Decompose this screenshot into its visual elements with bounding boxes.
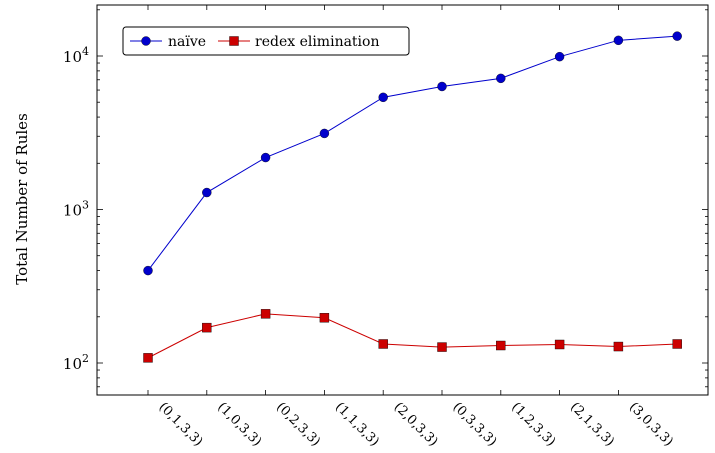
- data-point: [378, 92, 388, 103]
- series-layer: [143, 31, 682, 363]
- x-tick-label: (3,0,3,3): [626, 400, 676, 450]
- data-point: [260, 152, 271, 163]
- data-point: [143, 265, 153, 276]
- x-tick-label: (1,2,3,3): [508, 400, 558, 450]
- legend-box: [122, 26, 410, 56]
- series-1: [143, 309, 682, 363]
- data-point: [437, 81, 447, 92]
- data-point: [496, 73, 506, 84]
- data-point: [319, 128, 330, 139]
- legend: naïve redex elimination: [122, 26, 410, 56]
- series-0: [143, 31, 682, 276]
- series-line: [147, 35, 678, 271]
- x-tick-label: (2,1,3,3): [567, 400, 617, 450]
- series-line: [147, 313, 678, 359]
- x-tick-label: (1,1,3,3): [332, 400, 382, 450]
- data-point: [496, 340, 506, 351]
- legend-item: naïve: [130, 34, 206, 50]
- data-point: [378, 339, 388, 349]
- x-tick-label: (2,0,3,3): [391, 400, 441, 450]
- x-tick-label: (0,3,3,3): [450, 400, 500, 450]
- data-point: [437, 342, 447, 352]
- y-tick-base: 10: [63, 355, 82, 373]
- data-point: [143, 353, 153, 363]
- plot-frame: [96, 4, 709, 396]
- y-tick-base: 10: [63, 48, 82, 66]
- y-tick-label: 103: [63, 199, 89, 220]
- data-point: [554, 339, 565, 350]
- x-tick-label: (0,2,3,3): [273, 400, 323, 450]
- data-point: [202, 322, 212, 333]
- plot-area: [96, 4, 709, 396]
- x-tick-label: (1,0,3,3): [214, 400, 264, 450]
- data-point: [613, 341, 624, 352]
- x-tick-label: (0,1,3,3): [156, 400, 206, 450]
- data-point: [554, 51, 565, 62]
- y-tick-base: 10: [63, 202, 82, 220]
- legend-label: naïve: [168, 34, 206, 50]
- data-point: [202, 187, 212, 198]
- legend-label: redex elimination: [255, 34, 379, 50]
- legend-item: redex elimination: [218, 34, 379, 50]
- legend-marker: [141, 36, 151, 46]
- data-point: [319, 313, 330, 323]
- legend-marker: [229, 36, 239, 46]
- y-tick-label: 102: [63, 352, 89, 373]
- y-axis-title: Total Number of Rules: [13, 113, 31, 285]
- data-point: [672, 31, 682, 41]
- data-point: [260, 309, 271, 319]
- y-tick-exponent: 3: [82, 199, 89, 212]
- y-tick-exponent: 4: [82, 45, 89, 58]
- data-point: [672, 339, 682, 349]
- data-point: [613, 35, 624, 46]
- y-tick-label: 104: [63, 45, 89, 66]
- x-axis: (0,1,3,3) (1,0,3,3) (0,2,3,3) (1,1,3,3) (2,0…: [147, 5, 676, 450]
- y-tick-exponent: 2: [82, 352, 89, 365]
